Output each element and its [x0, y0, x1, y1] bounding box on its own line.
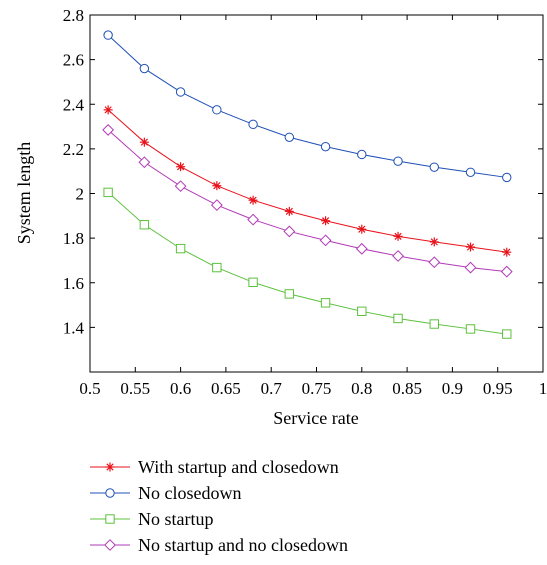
x-tick-label: 0.65	[211, 379, 241, 398]
data-point	[103, 105, 113, 115]
data-point	[248, 195, 258, 205]
data-point	[465, 167, 476, 178]
x-tick-label: 0.9	[442, 379, 463, 398]
data-point	[320, 298, 331, 308]
legend-item: No startup	[90, 509, 214, 529]
data-point	[212, 105, 222, 115]
data-point	[283, 225, 296, 238]
legend-item: No startup and no closedown	[90, 535, 348, 555]
series-line-4	[107, 129, 507, 273]
legend-marker	[105, 488, 115, 498]
plot-area-frame	[89, 14, 544, 373]
legend-marker	[104, 539, 116, 551]
data-point	[393, 313, 403, 324]
data-point	[357, 224, 367, 234]
data-point	[175, 243, 186, 254]
data-point	[212, 181, 222, 191]
data-point	[357, 306, 367, 317]
y-tick-label: 2.6	[63, 51, 84, 70]
series-line-1	[107, 109, 507, 253]
data-point	[319, 234, 332, 247]
data-point	[138, 156, 151, 169]
data-point	[103, 30, 113, 40]
data-point	[502, 172, 512, 183]
data-point	[429, 237, 439, 247]
x-tick-label: 0.7	[261, 379, 283, 398]
data-point	[247, 213, 259, 226]
data-point	[429, 319, 439, 329]
legend-marker	[105, 462, 115, 472]
data-point	[428, 256, 441, 269]
data-point	[176, 162, 186, 172]
data-point	[210, 199, 223, 212]
data-point	[284, 206, 294, 216]
data-point	[175, 87, 186, 97]
data-point	[321, 216, 331, 226]
legend-label: No closedown	[138, 483, 241, 503]
data-point	[502, 247, 512, 257]
y-tick-label: 2.4	[63, 95, 85, 114]
legend-item: With startup and closedown	[90, 457, 339, 477]
legend-label: No startup and no closedown	[138, 535, 348, 555]
axis-ticks: 0.5 0.55 0.6 0.65 0.7 0.75 0.8 0.85 0.9 0.95 1 1.4 1…	[63, 6, 547, 398]
data-point	[284, 289, 295, 299]
legend: With startup and closedown No closedown No…	[90, 457, 348, 555]
x-tick-label: 0.55	[120, 379, 150, 398]
x-tick-label: 1	[539, 379, 547, 398]
data-point	[393, 156, 403, 166]
data-point	[466, 242, 476, 252]
data-point	[392, 250, 404, 262]
data-point	[500, 265, 513, 278]
data-point	[248, 119, 258, 130]
series-line-3	[107, 192, 507, 335]
data-point	[284, 132, 295, 142]
x-tick-label: 0.75	[302, 379, 332, 398]
data-point	[357, 149, 367, 160]
y-tick-label: 2.2	[63, 140, 84, 159]
data-point	[320, 141, 331, 152]
x-tick-label: 0.85	[392, 379, 422, 398]
x-tick-label: 0.5	[79, 379, 100, 398]
data-point	[139, 63, 150, 74]
series-layer	[102, 30, 513, 339]
data-point	[212, 262, 222, 273]
y-tick-label: 2.8	[63, 6, 84, 25]
y-tick-label: 1.6	[63, 274, 84, 293]
data-point	[248, 277, 258, 288]
data-point	[174, 180, 187, 193]
legend-marker	[105, 514, 115, 524]
x-tick-label: 0.6	[170, 379, 191, 398]
data-point	[465, 324, 476, 334]
data-point	[429, 162, 439, 172]
data-point	[139, 220, 150, 230]
data-point	[393, 231, 403, 241]
legend-label: No startup	[138, 509, 214, 529]
y-tick-label: 1.4	[63, 318, 85, 337]
y-tick-label: 2	[76, 185, 85, 204]
x-tick-label: 0.95	[483, 379, 513, 398]
data-point	[355, 242, 368, 255]
data-point	[502, 329, 512, 339]
y-axis-title: System length	[14, 142, 34, 245]
data-point	[102, 124, 115, 136]
data-point	[464, 261, 477, 274]
series-line-2	[107, 34, 507, 178]
legend-item: No closedown	[90, 483, 241, 503]
x-axis-title: Service rate	[273, 408, 358, 428]
legend-label: With startup and closedown	[138, 457, 339, 477]
y-tick-label: 1.8	[63, 229, 84, 248]
data-point	[139, 137, 149, 147]
x-tick-label: 0.8	[351, 379, 372, 398]
data-point	[103, 187, 113, 198]
